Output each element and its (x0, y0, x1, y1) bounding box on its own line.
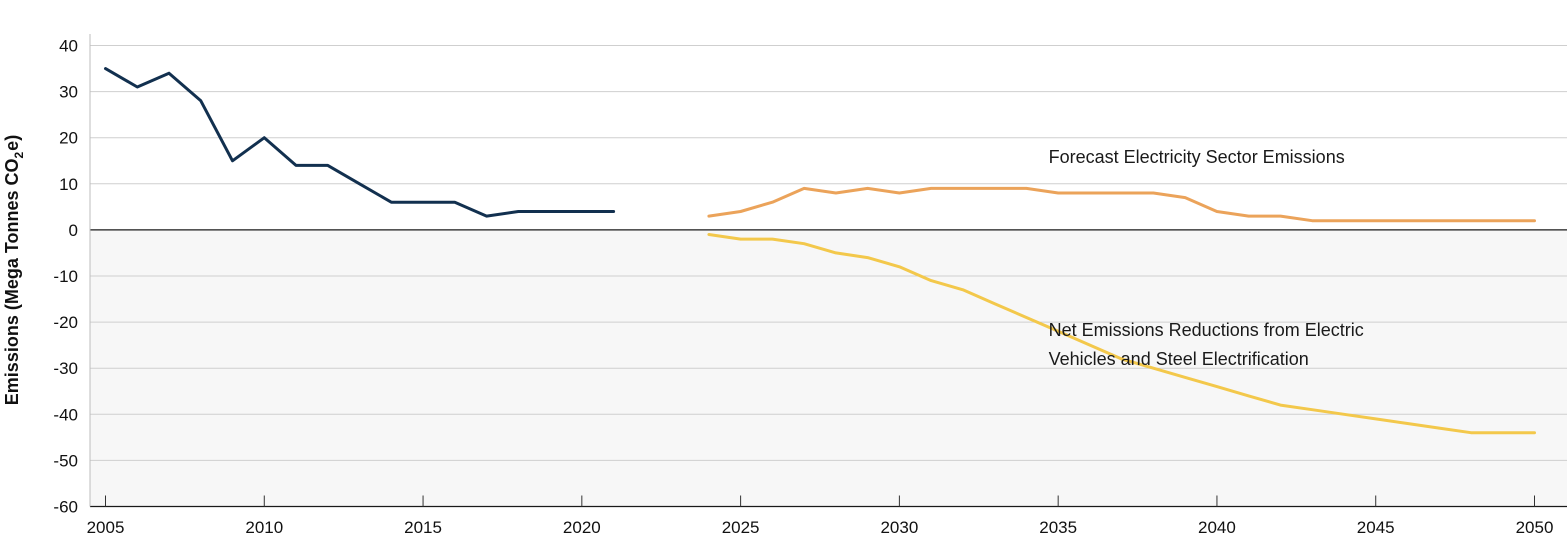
gridlines (90, 45, 1567, 461)
x-tick-label: 2020 (563, 518, 601, 537)
y-tick-label: -60 (53, 498, 78, 517)
y-tick-label: 0 (69, 221, 78, 240)
y-tick-label: -40 (53, 405, 78, 424)
annotation-2: Net Emissions Reductions from Electric (1049, 320, 1364, 340)
axes (89, 34, 1567, 508)
annotation-3: Vehicles and Steel Electrification (1049, 349, 1309, 369)
series-line-2 (707, 186, 1536, 223)
x-tick-label: 2005 (87, 518, 125, 537)
y-tick-label: 30 (59, 83, 78, 102)
y-tick-label: 40 (59, 37, 78, 56)
x-tick-label: 2050 (1516, 518, 1554, 537)
data-series (104, 67, 1536, 435)
y-tick-label: -10 (53, 267, 78, 286)
series-line-3 (707, 233, 1536, 435)
x-tick-label: 2035 (1039, 518, 1077, 537)
series-line-1 (104, 67, 616, 218)
x-tick-label: 2015 (404, 518, 442, 537)
y-tick-label: -50 (53, 451, 78, 470)
y-tick-label: 10 (59, 175, 78, 194)
y-tick-label: -30 (53, 359, 78, 378)
y-tick-label: -20 (53, 313, 78, 332)
annotations: Forecast Electricity Sector Emissions Net… (1049, 147, 1364, 369)
y-axis-title: Emissions (Mega Tonnes CO2e) (2, 135, 26, 405)
x-tick-label: 2025 (722, 518, 760, 537)
annotation-1: Forecast Electricity Sector Emissions (1049, 147, 1345, 167)
x-tick-label: 2030 (880, 518, 918, 537)
y-tick-label: 20 (59, 129, 78, 148)
x-tick-label: 2040 (1198, 518, 1236, 537)
x-tick-label: 2045 (1357, 518, 1395, 537)
x-tick-label: 2010 (245, 518, 283, 537)
